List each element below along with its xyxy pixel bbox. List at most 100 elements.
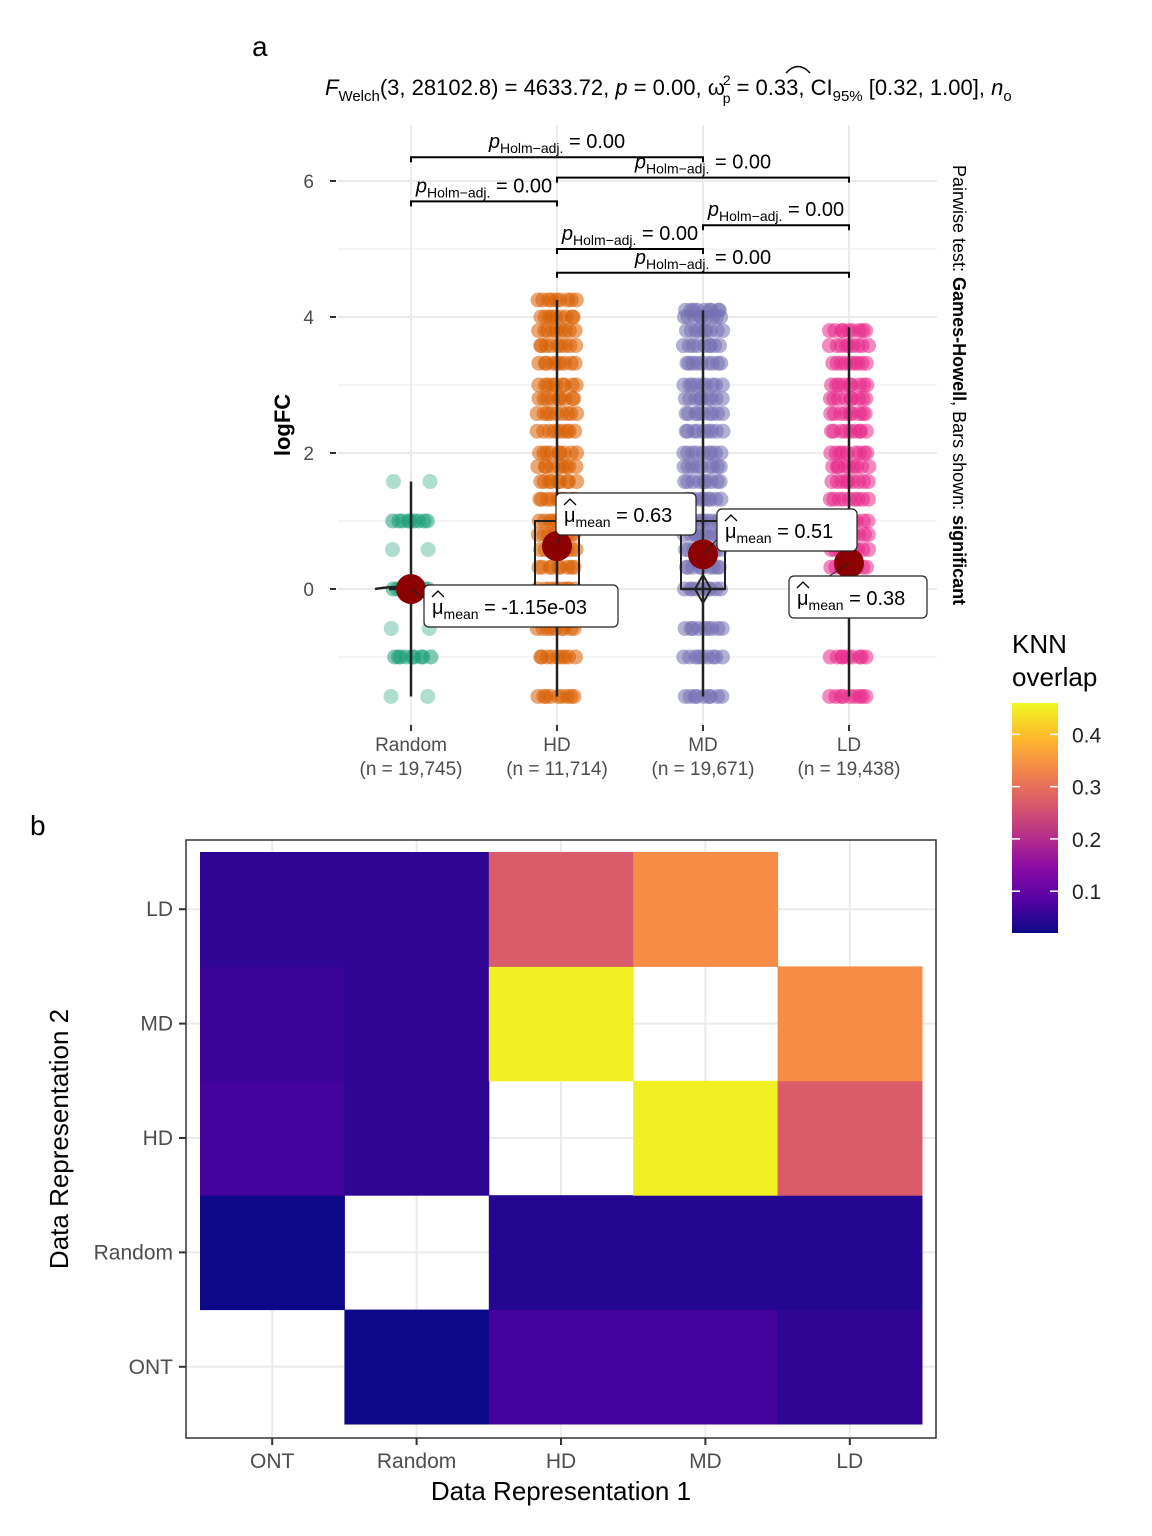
legend-tick-label: 0.3: [1072, 777, 1101, 800]
heatmap-cell-ONT-HD: [200, 1080, 345, 1196]
data-point: [568, 338, 584, 354]
x-tick-label: HD: [543, 735, 570, 756]
y-tick-label: 0: [303, 580, 314, 601]
data-point: [711, 338, 727, 354]
omega-hat: [785, 65, 811, 74]
data-point: [569, 406, 585, 422]
legend-title-line1: KNN: [1012, 629, 1067, 659]
data-point: [569, 474, 585, 490]
heatmap-y-tick-label: MD: [140, 1013, 173, 1036]
x-tick-label-n: (n = 11,714): [506, 759, 608, 780]
mean-label-Random: μmean = -1.15e-03: [410, 584, 619, 628]
legend-tick-label: 0.4: [1072, 724, 1102, 747]
heatmap-cell-Random-HD: [344, 1080, 490, 1196]
data-point: [858, 355, 874, 371]
bracket-label: pHolm−adj. = 0.00: [634, 152, 771, 177]
data-point: [714, 377, 730, 393]
mean-label-text: μmean = -1.15e-03: [432, 597, 587, 622]
data-point: [712, 474, 728, 490]
data-point: [857, 406, 873, 422]
x-tick-label: Random: [375, 735, 447, 756]
heatmap-y-tick-label: ONT: [129, 1356, 174, 1379]
mean-hat: [563, 498, 577, 506]
heatmap-x-tick-label: MD: [689, 1450, 722, 1473]
heatmap-cell-HD-MD: [488, 966, 634, 1082]
pairwise-bracket: pHolm−adj. = 0.00: [556, 247, 850, 278]
pairwise-bracket: pHolm−adj. = 0.00: [410, 175, 558, 207]
heatmap-cell-Random-ONT: [344, 1309, 490, 1425]
mean-label-box: [423, 584, 619, 628]
data-point: [568, 377, 584, 393]
data-point: [713, 355, 729, 371]
data-point: [566, 559, 582, 575]
heatmap-cell-HD-ONT: [488, 1309, 634, 1425]
data-point: [565, 309, 581, 325]
data-point: [860, 542, 876, 558]
heatmap-x-tick-label: ONT: [250, 1450, 295, 1473]
bracket-line: [556, 248, 704, 254]
bracket-label: pHolm−adj. = 0.00: [707, 199, 844, 224]
data-point: [567, 323, 583, 339]
mean-label-MD: μmean = 0.51: [702, 508, 858, 555]
data-point: [711, 302, 727, 318]
data-point: [711, 559, 727, 575]
bracket-label: pHolm−adj. = 0.00: [634, 247, 771, 272]
pairwise-bracket: pHolm−adj. = 0.00: [556, 223, 704, 254]
heatmap-x-tick-label: Random: [377, 1450, 456, 1473]
data-point: [858, 391, 874, 407]
data-point: [714, 391, 730, 407]
data-point: [383, 620, 399, 636]
mean-hat: [796, 581, 810, 589]
bracket-label: pHolm−adj. = 0.00: [561, 223, 698, 248]
data-point: [860, 513, 876, 529]
data-point: [566, 688, 582, 704]
heatmap-cell-MD-ONT: [633, 1309, 779, 1425]
heatmap-x-tick-label: HD: [546, 1450, 576, 1473]
data-point: [383, 688, 399, 704]
mean-label-box: [716, 508, 858, 552]
side-annotation: Pairwise test: Games-Howell, Bars shown:…: [949, 165, 969, 605]
data-point: [567, 649, 583, 665]
heatmap-cell-HD-Random: [488, 1195, 634, 1311]
mean-label-box: [788, 575, 928, 619]
heatmap-cell-ONT-Random: [200, 1195, 345, 1311]
data-point: [712, 459, 728, 475]
y-tick-label: 2: [303, 444, 314, 465]
data-point: [566, 391, 582, 407]
bracket-line: [702, 224, 850, 231]
heatmap-cell-Random-MD: [344, 966, 490, 1082]
y-tick-label: 4: [303, 308, 314, 329]
data-point: [714, 620, 730, 636]
heatmap-x-tick-label: LD: [836, 1450, 863, 1473]
heatmap-cell-MD-Random: [633, 1195, 779, 1311]
legend-colorbar: [1012, 703, 1058, 933]
data-point: [859, 445, 875, 461]
data-point: [419, 513, 435, 529]
mean-hat: [431, 590, 445, 598]
data-point: [715, 406, 731, 422]
data-point: [568, 292, 584, 308]
data-point: [715, 649, 731, 665]
data-point: [858, 323, 874, 339]
y-axis-label: logFC: [270, 394, 295, 456]
x-tick-label-n: (n = 19,745): [360, 759, 463, 780]
data-point: [422, 474, 438, 490]
x-tick-label-n: (n = 19,671): [652, 759, 755, 780]
data-point: [715, 323, 731, 339]
data-point: [567, 355, 583, 371]
heatmap-cell-MD-LD: [633, 852, 779, 967]
heatmap-cell-LD-MD: [777, 966, 923, 1082]
bracket-line: [556, 271, 850, 278]
data-point: [714, 688, 730, 704]
data-point: [713, 445, 729, 461]
pairwise-bracket: pHolm−adj. = 0.00: [702, 199, 850, 231]
mean-hat: [724, 514, 738, 522]
x-tick-label: LD: [837, 735, 861, 756]
legend-tick-label: 0.1: [1072, 881, 1101, 904]
data-point: [569, 445, 585, 461]
data-point: [859, 377, 875, 393]
bracket-line: [556, 176, 850, 183]
heatmap-y-tick-label: Random: [94, 1241, 173, 1264]
heatmap-cell-ONT-MD: [200, 966, 345, 1082]
data-point: [858, 423, 874, 439]
